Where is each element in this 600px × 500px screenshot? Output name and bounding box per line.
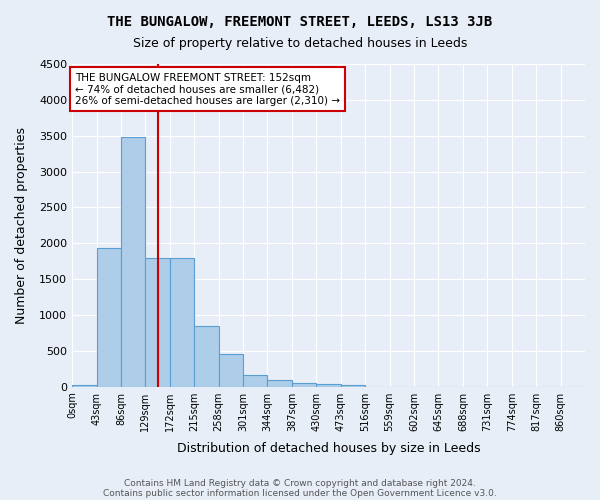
Text: Size of property relative to detached houses in Leeds: Size of property relative to detached ho…	[133, 38, 467, 51]
X-axis label: Distribution of detached houses by size in Leeds: Distribution of detached houses by size …	[177, 442, 481, 455]
Bar	[341, 384, 365, 386]
Bar	[194, 326, 218, 386]
Text: Contains public sector information licensed under the Open Government Licence v3: Contains public sector information licen…	[103, 488, 497, 498]
Bar	[121, 137, 145, 386]
Bar	[292, 383, 316, 386]
Y-axis label: Number of detached properties: Number of detached properties	[15, 127, 28, 324]
Bar	[243, 375, 268, 386]
Bar	[72, 384, 97, 386]
Text: THE BUNGALOW, FREEMONT STREET, LEEDS, LS13 3JB: THE BUNGALOW, FREEMONT STREET, LEEDS, LS…	[107, 15, 493, 29]
Bar	[145, 258, 170, 386]
Bar	[170, 258, 194, 386]
Bar	[316, 384, 341, 386]
Bar	[218, 354, 243, 386]
Bar	[97, 248, 121, 386]
Text: THE BUNGALOW FREEMONT STREET: 152sqm
← 74% of detached houses are smaller (6,482: THE BUNGALOW FREEMONT STREET: 152sqm ← 7…	[75, 72, 340, 106]
Text: Contains HM Land Registry data © Crown copyright and database right 2024.: Contains HM Land Registry data © Crown c…	[124, 478, 476, 488]
Bar	[268, 380, 292, 386]
